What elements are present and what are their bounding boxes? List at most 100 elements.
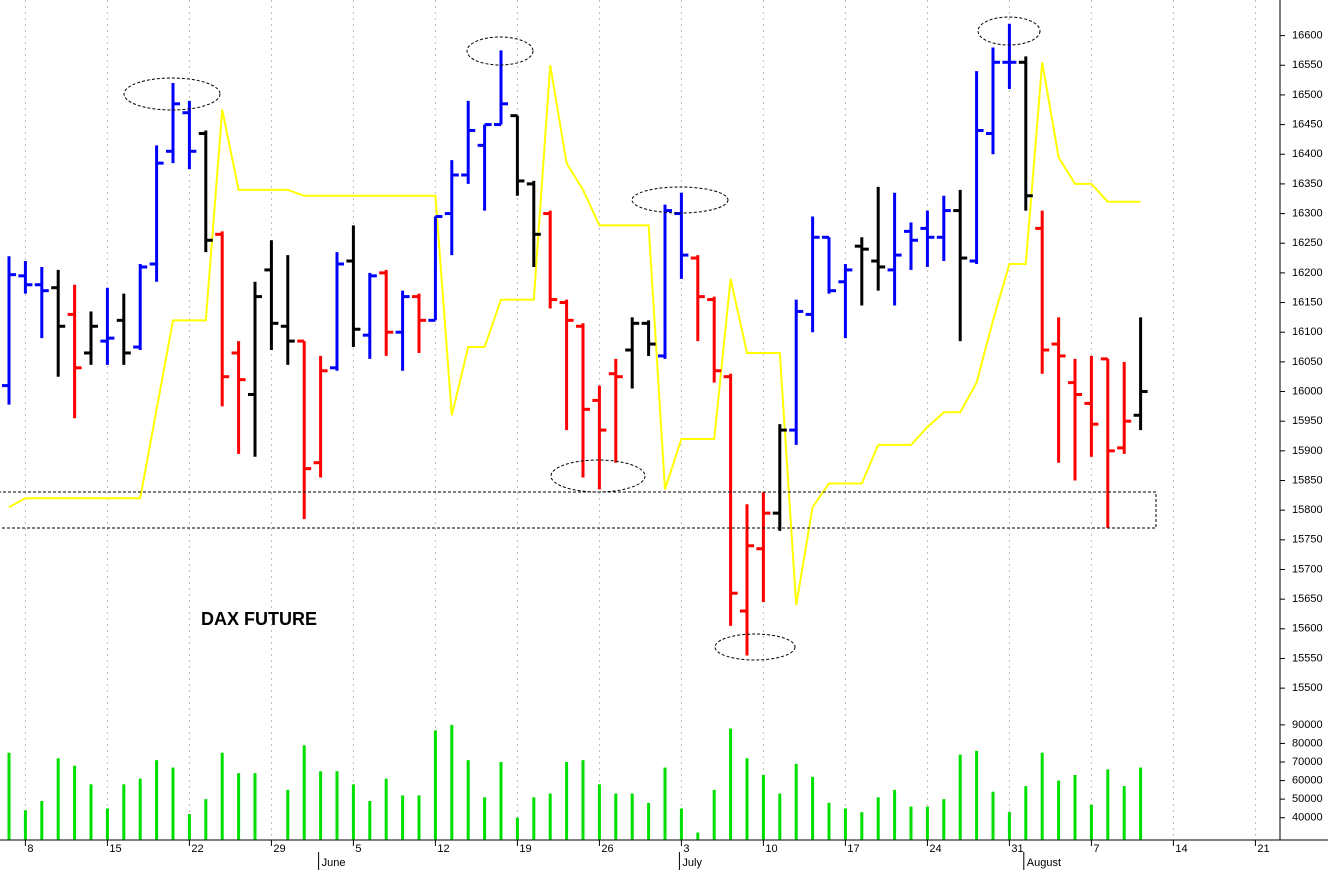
volume-bar — [827, 802, 831, 840]
highlight-ellipse — [714, 633, 796, 661]
volume-bar — [597, 784, 601, 840]
volume-bar — [1057, 780, 1061, 840]
volume-bar — [1122, 786, 1126, 840]
x-tick-label: 17 — [847, 843, 859, 855]
y-tick-label: 70000 — [1292, 756, 1323, 768]
volume-bar — [663, 767, 667, 840]
volume-bar — [105, 808, 109, 840]
y-tick-label: 50000 — [1292, 793, 1323, 805]
y-tick-label: 15500 — [1292, 682, 1323, 694]
volume-bar — [893, 789, 897, 840]
x-tick-label: 22 — [191, 843, 203, 855]
y-tick-label: 15750 — [1292, 534, 1323, 546]
volume-bar — [40, 801, 44, 840]
volume-bar — [56, 758, 60, 840]
volume-bar — [433, 730, 437, 840]
y-tick-label: 15800 — [1292, 504, 1323, 516]
month-label: August — [1027, 857, 1061, 869]
x-tick-label: 10 — [765, 843, 777, 855]
x-tick-label: 7 — [1093, 843, 1099, 855]
volume-bar — [811, 776, 815, 840]
volume-bar — [450, 724, 454, 840]
volume-bar — [1139, 767, 1143, 840]
volume-bar — [925, 806, 929, 840]
y-tick-label: 16600 — [1292, 29, 1323, 41]
volume-bar — [745, 758, 749, 840]
volume-bar — [204, 799, 208, 840]
volume-bar — [532, 797, 536, 840]
volume-bar — [991, 791, 995, 840]
volume-bar — [171, 767, 175, 840]
volume-bar — [302, 745, 306, 840]
volume-bar — [860, 812, 864, 840]
volume-bar — [761, 775, 765, 840]
volume-bar — [368, 801, 372, 840]
y-tick-label: 16550 — [1292, 59, 1323, 71]
x-tick-label: 5 — [355, 843, 361, 855]
indicator-line — [8, 62, 1141, 606]
y-tick-label: 16150 — [1292, 296, 1323, 308]
volume-bar — [1024, 786, 1028, 840]
x-tick-label: 12 — [437, 843, 449, 855]
y-tick-label: 16200 — [1292, 267, 1323, 279]
volume-bar — [565, 762, 569, 840]
volume-bar — [1007, 812, 1011, 840]
volume-bar — [614, 793, 618, 840]
volume-bar — [581, 760, 585, 840]
y-tick-label: 16000 — [1292, 385, 1323, 397]
y-tick-label: 15600 — [1292, 623, 1323, 635]
y-tick-label: 16350 — [1292, 178, 1323, 190]
y-tick-label: 60000 — [1292, 774, 1323, 786]
volume-bar — [417, 795, 421, 840]
y-tick-label: 80000 — [1292, 737, 1323, 749]
y-tick-label: 16400 — [1292, 148, 1323, 160]
x-tick-label: 8 — [27, 843, 33, 855]
volume-bar — [647, 802, 651, 840]
x-tick-label: 24 — [929, 843, 941, 855]
y-tick-label: 16250 — [1292, 237, 1323, 249]
month-label: July — [682, 857, 702, 869]
volume-bar — [876, 797, 880, 840]
volume-bar — [778, 793, 782, 840]
volume-bar — [335, 771, 339, 840]
x-tick-label: 26 — [601, 843, 613, 855]
volume-bar — [515, 817, 519, 840]
volume-bar — [466, 760, 470, 840]
volume-bar — [1040, 752, 1044, 840]
volume-bar — [942, 799, 946, 840]
volume-bar — [794, 763, 798, 840]
volume-bar — [483, 797, 487, 840]
volume-bar — [23, 810, 27, 840]
volume-bar — [286, 789, 290, 840]
volume-bar — [696, 832, 700, 840]
volume-bar — [187, 814, 191, 840]
volume-bar — [319, 771, 323, 840]
volume-bar — [401, 795, 405, 840]
volume-bar — [843, 808, 847, 840]
y-tick-label: 40000 — [1292, 812, 1323, 824]
volume-bar — [220, 752, 224, 840]
grid — [24, 0, 1256, 840]
y-tick-label: 16100 — [1292, 326, 1323, 338]
y-tick-label: 15850 — [1292, 474, 1323, 486]
volume-bar — [155, 760, 159, 840]
volume-bar — [73, 765, 77, 840]
volume-bar — [958, 754, 962, 840]
plot-area — [2, 23, 1148, 840]
volume-bar — [253, 773, 257, 840]
volume-bar — [1073, 775, 1077, 840]
x-tick-label: 15 — [109, 843, 121, 855]
volume-bar — [909, 806, 913, 840]
highlight-ellipse — [123, 77, 221, 111]
highlight-ellipse — [550, 459, 646, 493]
y-tick-label: 15950 — [1292, 415, 1323, 427]
volume-bar — [975, 750, 979, 840]
support-zone — [0, 491, 1157, 529]
volume-bar — [7, 752, 11, 840]
volume-bar — [1089, 804, 1093, 840]
volume-bar — [548, 793, 552, 840]
y-tick-label: 15550 — [1292, 652, 1323, 664]
volume-bar — [89, 784, 93, 840]
volume-bar — [679, 808, 683, 840]
